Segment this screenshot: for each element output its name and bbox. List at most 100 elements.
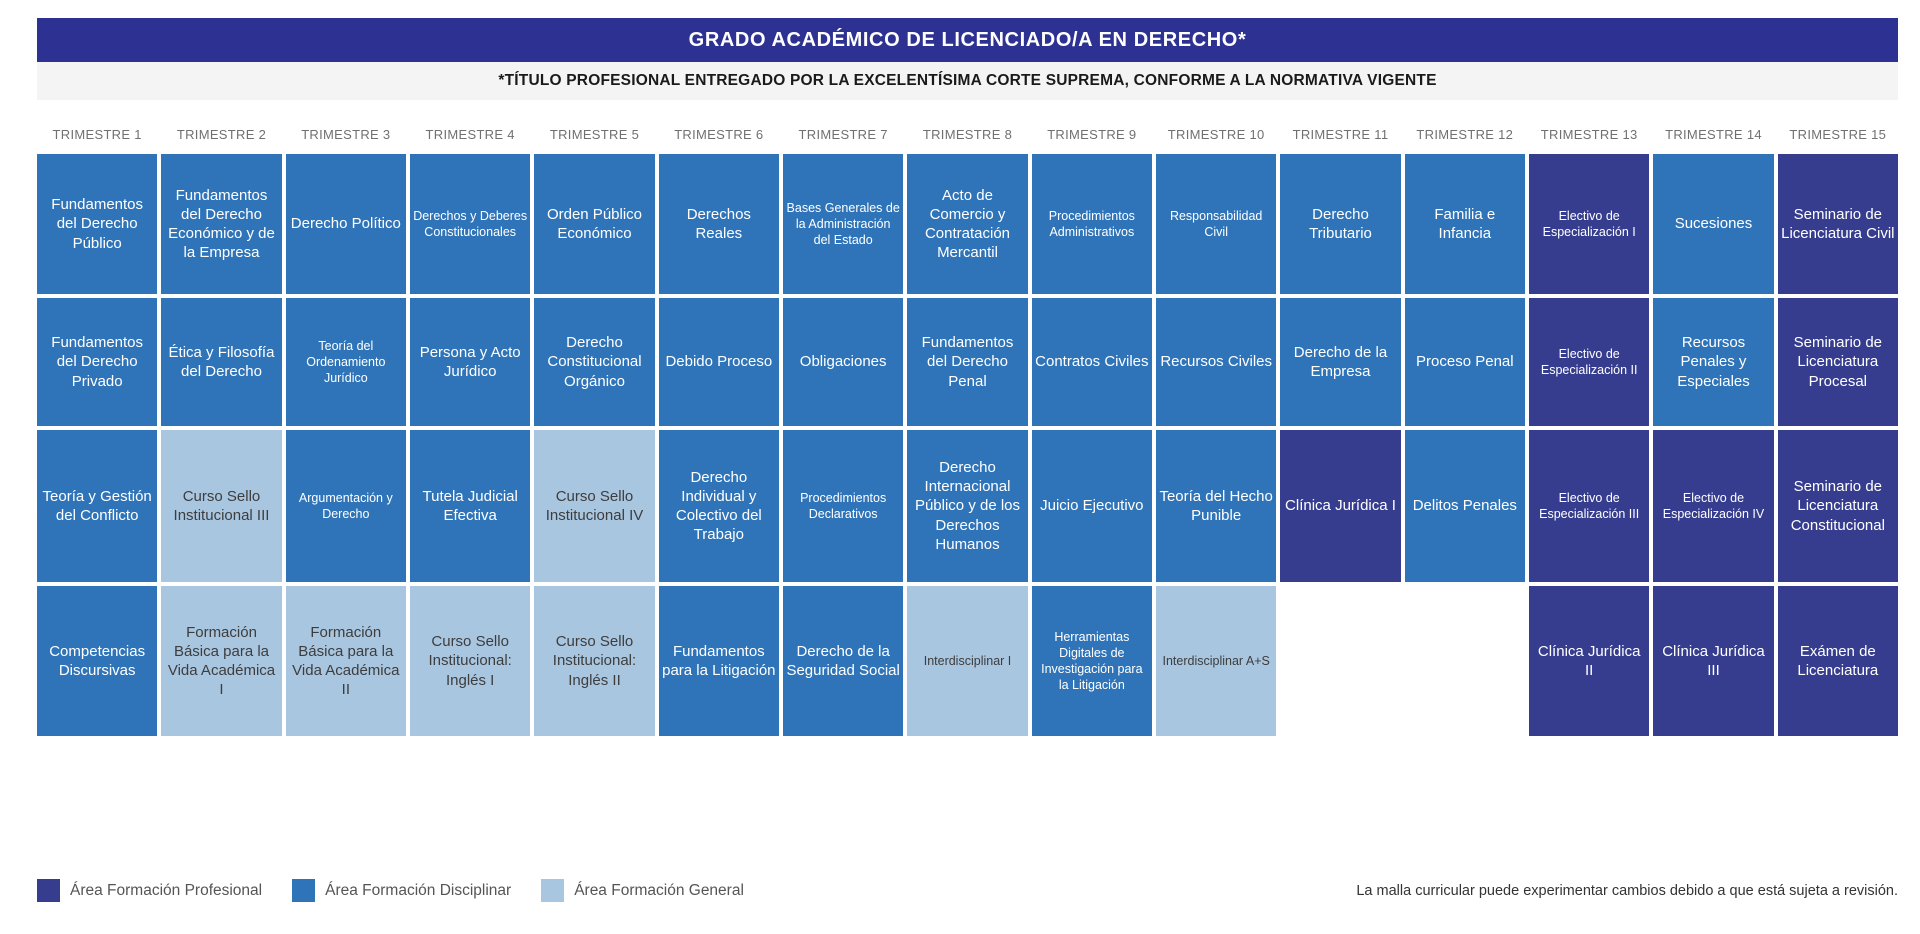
course-label: Bases Generales de la Administración del… xyxy=(786,201,900,247)
course-cell: Derecho Individual y Colectivo del Traba… xyxy=(658,430,779,582)
course-cell: Derecho Constitucional Orgánico xyxy=(534,298,655,426)
course-label: Recursos Penales y Especiales xyxy=(1677,334,1750,390)
course-cell: Derecho de la Seguridad Social xyxy=(783,586,904,736)
course-label: Derecho de la Empresa xyxy=(1293,343,1388,380)
course-label: Obligaciones xyxy=(799,353,887,371)
course-cell: Teoría y Gestión del Conflicto xyxy=(37,430,158,582)
course-cell: Curso Sello Institucional III xyxy=(161,430,282,582)
trimester-label-2: TRIMESTRE 2 xyxy=(176,127,267,142)
course-label: Fundamentos del Derecho Privado xyxy=(51,334,144,390)
empty-cell xyxy=(1405,586,1525,736)
trimester-label-13: TRIMESTRE 13 xyxy=(1540,127,1638,142)
course-label: Herramientas Digitales de Investigación … xyxy=(1041,630,1143,692)
course-label: Formación Básica para la Vida Académica … xyxy=(167,623,276,699)
title-bar: GRADO ACADÉMICO DE LICENCIADO/A EN DEREC… xyxy=(37,18,1898,62)
course-cell: Recursos Civiles xyxy=(1156,298,1277,426)
trimester-label-4: TRIMESTRE 4 xyxy=(425,127,515,142)
course-label: Derechos y Deberes Constitucionales xyxy=(413,209,528,239)
course-label: Interdisciplinar I xyxy=(923,654,1012,668)
course-cell: Fundamentos del Derecho Penal xyxy=(907,298,1028,426)
course-cell: Electivo de Especialización II xyxy=(1529,298,1650,426)
course-label: Fundamentos del Derecho Económico y de l… xyxy=(168,186,275,262)
trimester-label-5: TRIMESTRE 5 xyxy=(549,127,640,142)
trimester-label-15: TRIMESTRE 15 xyxy=(1789,127,1887,142)
course-cell: Procedimientos Administrativos xyxy=(1031,154,1152,294)
course-label: Clínica Jurídica II xyxy=(1537,642,1641,679)
course-label: Proceso Penal xyxy=(1416,353,1514,371)
course-label: Acto de Comercio y Contratación Mercanti… xyxy=(924,186,1011,262)
course-label: Fundamentos del Derecho Público xyxy=(51,196,144,252)
page-title: GRADO ACADÉMICO DE LICENCIADO/A EN DEREC… xyxy=(688,28,1247,51)
course-cell: Bases Generales de la Administración del… xyxy=(783,154,904,294)
course-label: Procedimientos Declarativos xyxy=(800,491,887,521)
course-label: Derecho Internacional Público y de los D… xyxy=(914,459,1021,553)
course-label: Curso Sello Institucional: Inglés I xyxy=(428,633,512,689)
course-cell: Contratos Civiles xyxy=(1031,298,1152,426)
course-label: Derecho de la Seguridad Social xyxy=(786,642,900,679)
trimester-label-3: TRIMESTRE 3 xyxy=(301,127,391,142)
course-label: Fundamentos del Derecho Penal xyxy=(921,334,1014,390)
trimester-label-11: TRIMESTRE 11 xyxy=(1292,127,1389,142)
course-label: Electivo de Especialización II xyxy=(1540,347,1638,377)
course-cell: Derecho de la Empresa xyxy=(1280,298,1401,426)
course-cell: Teoría del Ordenamiento Jurídico xyxy=(285,298,406,426)
course-label: Argumentación y Derecho xyxy=(298,491,393,521)
legend-label: Área Formación General xyxy=(574,881,744,899)
bottom-row: Área Formación Profesional Área Formación… xyxy=(37,879,1898,902)
course-label: Interdisciplinar A+S xyxy=(1162,654,1270,668)
course-cell: Acto de Comercio y Contratación Mercanti… xyxy=(907,154,1028,294)
course-label: Competencias Discursivas xyxy=(49,642,146,679)
trimester-label-7: TRIMESTRE 7 xyxy=(798,127,888,142)
course-label: Curso Sello Institucional IV xyxy=(545,487,644,524)
trimester-label-1: TRIMESTRE 1 xyxy=(52,127,142,142)
course-label: Seminario de Licenciatura Constitucional xyxy=(1790,478,1885,534)
course-label: Procedimientos Administrativos xyxy=(1048,209,1135,239)
course-cell: Responsabilidad Civil xyxy=(1156,154,1277,294)
course-label: Exámen de Licenciatura xyxy=(1797,642,1879,679)
course-cell: Interdisciplinar A+S xyxy=(1156,586,1277,736)
course-cell: Sucesiones xyxy=(1653,154,1774,294)
course-label: Curso Sello Institucional III xyxy=(173,487,270,524)
course-cell: Tutela Judicial Efectiva xyxy=(410,430,531,582)
course-label: Recursos Civiles xyxy=(1160,353,1273,371)
course-label: Derecho Tributario xyxy=(1309,205,1372,242)
course-label: Seminario de Licenciatura Procesal xyxy=(1793,334,1883,390)
legend-label: Área Formación Disciplinar xyxy=(325,881,512,899)
course-cell: Debido Proceso xyxy=(658,298,779,426)
course-label: Contratos Civiles xyxy=(1035,353,1149,371)
course-cell: Argumentación y Derecho xyxy=(285,430,406,582)
course-cell: Formación Básica para la Vida Académica … xyxy=(161,586,282,736)
course-label: Seminario de Licenciatura Civil xyxy=(1781,205,1895,242)
course-cell: Interdisciplinar I xyxy=(907,586,1028,736)
course-label: Clínica Jurídica III xyxy=(1662,642,1765,679)
course-label: Fundamentos para la Litigación xyxy=(662,642,776,679)
course-cell: Herramientas Digitales de Investigación … xyxy=(1031,586,1152,736)
course-cell: Seminario de Licenciatura Civil xyxy=(1777,154,1898,294)
course-cell: Clínica Jurídica III xyxy=(1653,586,1774,736)
course-label: Electivo de Especialización III xyxy=(1539,491,1640,521)
course-label: Teoría del Hecho Punible xyxy=(1159,487,1273,524)
subtitle-text: *TÍTULO PROFESIONAL ENTREGADO POR LA EXC… xyxy=(498,72,1437,89)
course-label: Curso Sello Institucional: Inglés II xyxy=(552,633,637,689)
subtitle-bar: *TÍTULO PROFESIONAL ENTREGADO POR LA EXC… xyxy=(37,62,1898,100)
trimester-label-10: TRIMESTRE 10 xyxy=(1167,127,1265,142)
course-cell: Clínica Jurídica II xyxy=(1529,586,1650,736)
course-label: Tutela Judicial Efectiva xyxy=(422,487,518,524)
legend-label: Área Formación Profesional xyxy=(70,881,263,899)
course-cell: Exámen de Licenciatura xyxy=(1777,586,1898,736)
course-label: Derechos Reales xyxy=(686,205,751,242)
course-cell: Derechos y Deberes Constitucionales xyxy=(410,154,531,294)
course-cell: Juicio Ejecutivo xyxy=(1031,430,1152,582)
course-cell: Orden Público Económico xyxy=(534,154,655,294)
trimester-label-6: TRIMESTRE 6 xyxy=(674,127,764,142)
course-cell: Derecho Tributario xyxy=(1280,154,1401,294)
course-cell: Recursos Penales y Especiales xyxy=(1653,298,1774,426)
course-cell: Curso Sello Institucional: Inglés I xyxy=(410,586,531,736)
course-cell: Teoría del Hecho Punible xyxy=(1156,430,1277,582)
legend: Área Formación Profesional Área Formación… xyxy=(37,879,744,902)
course-label: Debido Proceso xyxy=(665,353,773,371)
course-label: Derecho Constitucional Orgánico xyxy=(547,334,642,390)
course-cell: Persona y Acto Jurídico xyxy=(410,298,531,426)
footer-note: La malla curricular puede experimentar c… xyxy=(1356,882,1898,899)
